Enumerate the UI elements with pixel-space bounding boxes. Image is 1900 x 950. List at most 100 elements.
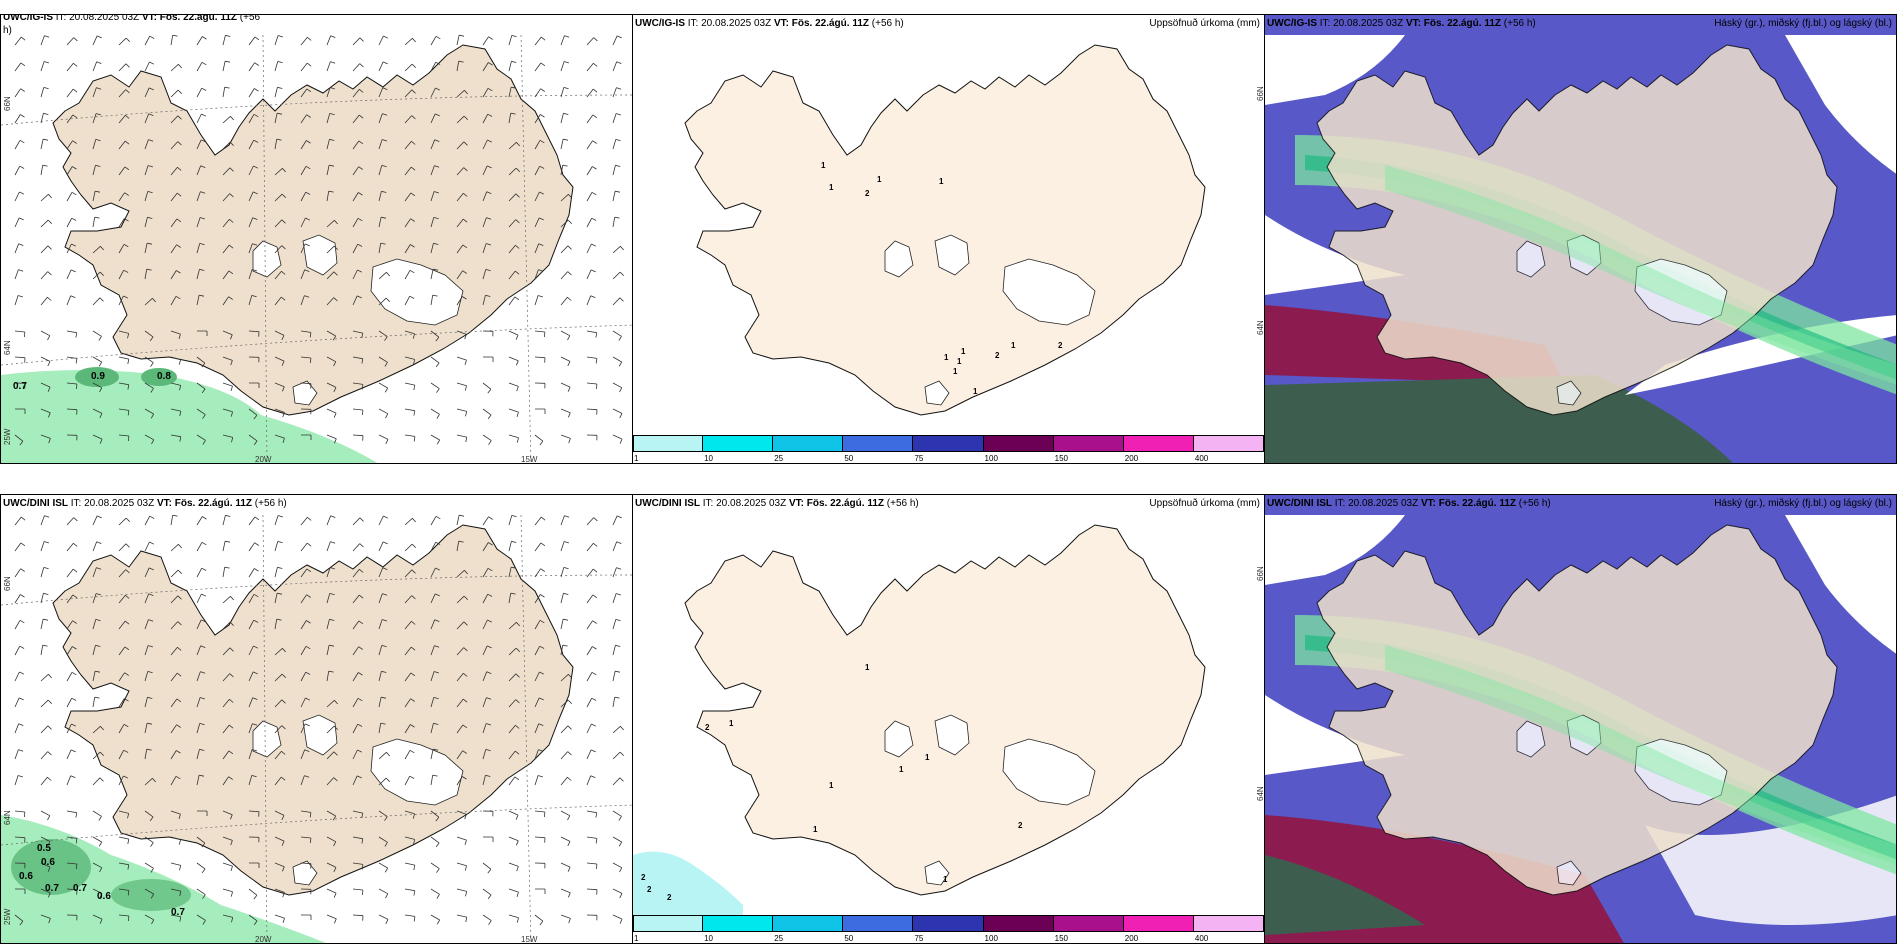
wind-barb (456, 595, 468, 604)
wind-barb (248, 542, 259, 552)
wind-barb (92, 408, 103, 419)
wind-barb (456, 141, 468, 150)
precip-value: 1 (865, 663, 870, 672)
wind-barb (248, 356, 260, 363)
wind-barb (352, 775, 362, 786)
wind-barb (274, 408, 285, 418)
wind-barb (586, 836, 598, 844)
precip-value: 1 (973, 387, 978, 396)
wind-barb (196, 268, 205, 280)
wind-barb (300, 810, 312, 818)
wind-barb (612, 810, 622, 821)
wind-barb (222, 382, 233, 392)
wind-barb (404, 518, 416, 526)
wind-barb (248, 723, 258, 734)
graticule-line (1, 94, 632, 126)
wind-barb (222, 862, 233, 872)
glacier-outline (1566, 234, 1602, 276)
wind-barb (378, 165, 387, 176)
wind-barb (430, 671, 440, 682)
wind-barb (170, 595, 182, 604)
wind-barb (170, 914, 182, 922)
wind-barb (14, 330, 26, 338)
wind-barb (40, 592, 49, 604)
cloud-map-top (1265, 15, 1896, 463)
wind-barb (170, 382, 182, 391)
wind-barb (534, 295, 544, 306)
wind-barb (66, 269, 76, 280)
wind-barb (404, 914, 416, 922)
lead-time: (+56 h) (1518, 498, 1551, 509)
wind-barb (482, 165, 492, 176)
wind-barb (404, 192, 416, 202)
wind-barb (14, 749, 24, 760)
wind-barb (40, 725, 52, 734)
wind-barb (66, 620, 77, 630)
wind-barb (118, 37, 130, 46)
model-name: UWC/DINI ISL (3, 498, 68, 509)
lat-label: 64N (3, 340, 12, 355)
valid-prefix: VT: (1420, 498, 1436, 509)
wind-barb (534, 749, 544, 760)
wind-barb (92, 593, 102, 604)
wind-barb (144, 87, 154, 98)
wind-barb (352, 810, 364, 819)
wind-barb (456, 836, 467, 846)
colorbar-swatch (1123, 435, 1194, 452)
wind-barb (118, 218, 129, 228)
wind-barb (560, 245, 572, 254)
contour-value: 0.6 (19, 871, 33, 882)
wind-barb (352, 568, 364, 578)
wind-barb (482, 914, 492, 925)
wind-barb (222, 776, 233, 786)
wind-barb (404, 63, 416, 72)
precip-value: 1 (957, 357, 962, 366)
wind-barb (170, 724, 181, 734)
wind-barb (430, 382, 440, 393)
wind-barb (560, 35, 570, 46)
precip-value: 1 (829, 183, 834, 192)
wind-barb (352, 140, 364, 150)
wind-barb (508, 724, 520, 734)
wind-barb (118, 569, 130, 578)
wind-barb (144, 619, 154, 630)
wind-barb (274, 296, 286, 306)
wind-barb (144, 408, 155, 419)
colorbar-swatch (983, 435, 1054, 452)
precip-panel-bottom: UWC/DINI ISL IT: 20.08.2025 03Z VT: Fös.… (632, 494, 1265, 944)
wind-barb (482, 294, 491, 306)
wind-barb (534, 914, 544, 926)
wind-barb (612, 619, 621, 630)
wind-barb (612, 888, 623, 899)
wind-barb (534, 114, 545, 124)
wind-barb (612, 87, 622, 98)
wind-barb (586, 114, 598, 124)
wind-barb (300, 269, 310, 280)
wind-barb (66, 914, 78, 921)
wind-barb (482, 434, 492, 445)
wind-barb (378, 862, 389, 873)
wind-barb (586, 434, 598, 441)
wind-barb (300, 516, 312, 526)
wind-barb (170, 330, 181, 340)
wind-barb (352, 543, 364, 552)
shade-area (1, 370, 378, 463)
wind-barb (378, 113, 388, 124)
wind-barb (508, 193, 520, 202)
wind-barb (560, 515, 570, 526)
wind-barb (430, 619, 440, 630)
lead-time: (+56 h) (1503, 18, 1536, 29)
wind-barb (508, 60, 517, 72)
wind-barb (534, 36, 546, 46)
wind-barb (14, 382, 26, 389)
wind-barb (300, 330, 312, 338)
iceland-land (1316, 524, 1838, 896)
wind-barb (222, 167, 234, 176)
wind-barb (456, 434, 468, 443)
wind-barb (482, 191, 492, 202)
wind-barb (118, 356, 130, 365)
wind-barb (560, 219, 572, 228)
wind-barb (586, 140, 597, 150)
precip-map-bottom (633, 495, 1264, 943)
wind-barb (430, 61, 441, 72)
